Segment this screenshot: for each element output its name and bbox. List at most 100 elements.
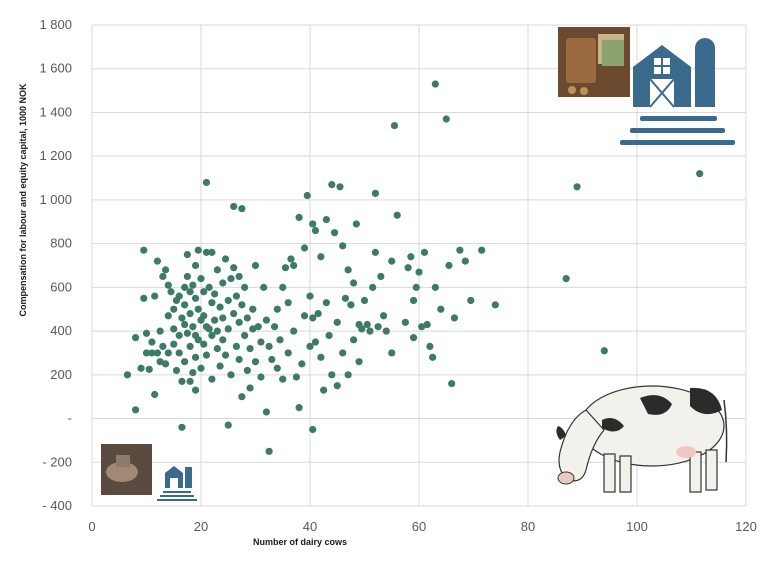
x-tick-label: 0	[88, 519, 95, 534]
data-point	[330, 229, 339, 237]
data-point	[189, 369, 197, 377]
data-point	[140, 294, 148, 302]
data-point	[230, 264, 238, 272]
data-point	[420, 248, 429, 256]
data-point	[300, 312, 309, 320]
y-tick-label: 1 000	[39, 192, 72, 207]
data-point	[347, 301, 355, 309]
money-in-hands-image	[101, 444, 152, 495]
data-point	[358, 325, 366, 333]
y-tick-label: 1 800	[39, 17, 72, 32]
data-point	[181, 301, 189, 309]
data-point	[374, 323, 382, 331]
data-point	[213, 344, 221, 353]
data-point	[246, 344, 254, 353]
data-point	[366, 327, 374, 335]
data-point	[202, 178, 211, 187]
data-point	[273, 364, 281, 372]
data-point	[450, 314, 459, 322]
data-point	[281, 264, 290, 272]
data-point	[306, 292, 314, 300]
data-point	[183, 329, 191, 337]
data-point	[186, 342, 194, 350]
data-point	[161, 360, 170, 368]
data-point	[232, 342, 241, 350]
data-point	[194, 305, 202, 313]
data-point	[328, 371, 336, 379]
data-point	[142, 349, 151, 357]
data-point	[151, 390, 159, 399]
data-point	[251, 358, 260, 366]
data-point	[164, 312, 172, 320]
data-point	[350, 279, 358, 287]
data-point	[251, 261, 260, 270]
data-point	[243, 314, 251, 322]
data-point	[284, 349, 292, 357]
data-point	[423, 320, 431, 329]
data-point	[246, 384, 254, 392]
data-point	[344, 371, 352, 379]
data-point	[151, 292, 159, 300]
data-point	[249, 325, 257, 333]
data-point	[426, 342, 434, 350]
data-point	[284, 299, 292, 307]
data-point	[191, 386, 200, 394]
data-point	[230, 202, 238, 211]
data-point	[350, 336, 358, 344]
data-point	[265, 447, 273, 455]
data-point	[257, 338, 265, 346]
data-point	[181, 320, 189, 329]
data-point	[355, 358, 363, 366]
data-point	[170, 325, 178, 333]
data-point	[322, 299, 330, 307]
y-tick-label: -	[68, 411, 72, 426]
data-point	[270, 323, 279, 331]
data-point	[360, 296, 369, 305]
y-tick-label: - 200	[42, 454, 72, 469]
data-point	[322, 215, 330, 224]
data-point	[390, 121, 399, 130]
data-point	[153, 257, 161, 265]
data-point	[178, 377, 186, 385]
data-point	[445, 261, 453, 270]
x-tick-label: 40	[303, 519, 317, 534]
data-point	[409, 296, 418, 305]
data-point	[456, 246, 464, 254]
data-point	[382, 327, 390, 335]
data-point	[320, 386, 328, 394]
data-point	[371, 248, 379, 256]
data-point	[191, 261, 200, 270]
data-point	[328, 181, 336, 189]
data-point	[309, 314, 317, 322]
data-point	[219, 314, 227, 322]
data-point	[412, 283, 420, 291]
data-point	[298, 360, 306, 368]
data-point	[186, 310, 194, 318]
data-point	[224, 325, 232, 333]
data-point	[300, 244, 309, 252]
data-point	[295, 213, 303, 221]
data-point	[140, 246, 148, 254]
data-point	[232, 292, 241, 300]
data-point	[153, 349, 161, 357]
data-point	[325, 331, 333, 340]
barn-silo-icon-large	[620, 38, 735, 145]
data-point	[276, 336, 284, 344]
data-point	[369, 283, 377, 291]
data-point	[431, 80, 439, 88]
y-tick-label: 400	[50, 323, 72, 338]
data-point	[404, 264, 412, 272]
data-point	[172, 366, 181, 375]
y-tick-label: 1 200	[39, 148, 72, 163]
data-point	[200, 288, 208, 296]
data-point	[262, 316, 270, 324]
barn-silo-icon-small	[157, 466, 197, 501]
data-point	[371, 189, 379, 197]
data-point	[344, 266, 352, 274]
data-point	[186, 288, 194, 296]
data-point	[273, 305, 281, 313]
data-point	[159, 272, 167, 281]
